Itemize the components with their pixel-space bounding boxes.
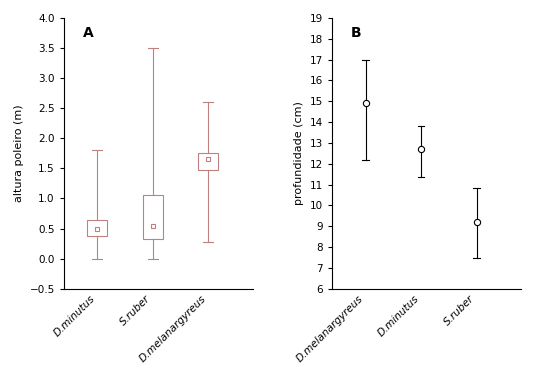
Text: B: B <box>351 26 362 40</box>
Bar <box>87 220 107 236</box>
Text: A: A <box>82 26 94 40</box>
Y-axis label: profundidade (cm): profundidade (cm) <box>294 101 304 205</box>
Bar <box>143 195 163 239</box>
Bar <box>198 153 218 170</box>
Y-axis label: altura poleiro (m): altura poleiro (m) <box>14 105 24 202</box>
